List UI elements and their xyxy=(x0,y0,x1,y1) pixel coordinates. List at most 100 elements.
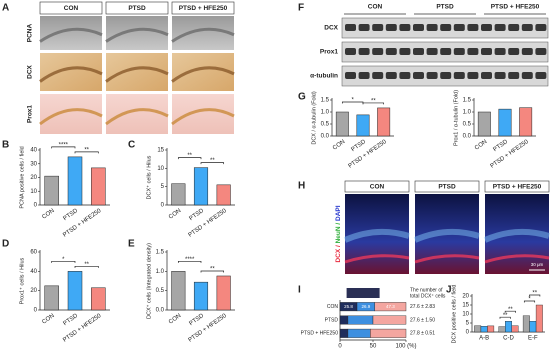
y-tick-label: 20 xyxy=(462,294,469,300)
bar xyxy=(511,325,519,333)
bar xyxy=(519,107,533,137)
x-tick-label: PTSD xyxy=(492,139,509,153)
bar xyxy=(91,167,106,206)
dcx-layer xyxy=(484,254,550,264)
bar xyxy=(44,285,59,311)
x-tick-label: CON xyxy=(168,208,182,221)
row-label: α-tubulin xyxy=(310,73,338,80)
bar xyxy=(377,107,391,137)
x-tick-label: PTSD + HFE250 xyxy=(490,139,531,170)
significance-bracket xyxy=(51,260,76,263)
x-tick-label: CON xyxy=(168,313,182,326)
significance-bracket xyxy=(499,316,511,319)
blot-band xyxy=(521,72,533,79)
y-tick-label: 5 xyxy=(161,184,165,190)
significance-bracket xyxy=(177,157,202,160)
panel-letter: C xyxy=(128,140,135,151)
y-tick-label: 10 xyxy=(462,312,469,318)
blot-band xyxy=(345,24,356,31)
chart: I 0 50 100 (%) CON 25.8 26.9 47.3 27.6 ± 2.83 PTS… xyxy=(298,285,446,350)
x-tick-label: C-D xyxy=(503,336,514,342)
significance-label: ** xyxy=(532,291,537,297)
blot-band xyxy=(385,48,397,55)
y-tick-label: 0 xyxy=(34,203,38,209)
column-header-box xyxy=(105,1,169,15)
bar xyxy=(498,326,506,333)
blot-band xyxy=(481,48,492,55)
cell-layer xyxy=(39,66,103,83)
significance-bracket xyxy=(200,162,225,165)
bar xyxy=(193,281,209,311)
y-tick-label: 10 xyxy=(30,189,37,195)
bar xyxy=(216,275,231,311)
y-tick-label: 5 xyxy=(466,321,470,327)
column-header: PTSD + HFE250 xyxy=(179,5,228,12)
blot-band xyxy=(426,24,438,31)
bar xyxy=(91,287,106,311)
cell-layer xyxy=(105,27,169,43)
blot-band xyxy=(440,24,452,31)
y-tick-label: 0.5 xyxy=(463,122,472,128)
blot-band xyxy=(413,48,424,55)
bar xyxy=(474,325,482,333)
value-label: 47.3 xyxy=(386,304,395,309)
x-tick-label: CON xyxy=(41,208,55,221)
y-axis-label: DCX positive cells / field xyxy=(451,285,457,344)
column-header: CON xyxy=(368,4,383,11)
bar xyxy=(535,304,543,333)
cell-layer xyxy=(171,108,235,126)
micrograph xyxy=(172,94,234,134)
blot-band xyxy=(535,48,547,55)
cell-layer xyxy=(171,66,235,83)
column-header: PTSD xyxy=(128,5,146,12)
micrograph xyxy=(106,53,168,91)
x-tick-label: 100 (%) xyxy=(395,344,416,350)
bar-segment xyxy=(347,315,374,325)
neuron-layer xyxy=(483,228,550,243)
x-tick-label: CON xyxy=(332,139,346,152)
blot-band xyxy=(508,48,520,55)
bar-segment xyxy=(372,315,407,325)
cell-layer xyxy=(39,27,103,43)
blot-band xyxy=(358,48,370,55)
y-tick-label: 20 xyxy=(30,288,37,294)
bar-segment xyxy=(370,328,407,338)
significance-label: * xyxy=(528,297,531,303)
bar xyxy=(44,175,59,206)
blot-band xyxy=(508,24,520,31)
x-tick-label: CON xyxy=(474,139,488,152)
micrograph xyxy=(172,53,234,91)
blot-band xyxy=(521,24,533,31)
micrograph xyxy=(40,16,102,50)
cell-layer xyxy=(171,27,235,43)
significance-bracket xyxy=(51,146,76,149)
blot-band xyxy=(453,48,465,55)
significance-bracket xyxy=(74,151,99,154)
blot-band xyxy=(521,48,533,55)
neuron-layer xyxy=(413,228,480,243)
significance-bracket xyxy=(504,310,516,313)
column-header: CON xyxy=(64,5,79,12)
bar-segment xyxy=(339,315,349,325)
significance-label: * xyxy=(351,98,354,104)
row-label: Prox1 xyxy=(27,105,34,123)
significance-label: **** xyxy=(185,257,195,263)
y-tick-label: 1.0 xyxy=(156,269,165,275)
bar xyxy=(171,183,186,206)
blot-band xyxy=(453,72,465,79)
blot-band xyxy=(358,24,370,31)
x-tick-label: PTSD + HFE250 xyxy=(188,313,229,344)
y-axis-label: Prox1⁺ cells / Hilus xyxy=(18,257,25,304)
cell-layer xyxy=(105,108,169,126)
x-tick-label: CON xyxy=(41,313,55,326)
blot-band xyxy=(399,24,411,31)
total-label: 27.6 ± 1.50 xyxy=(410,317,435,323)
significance-bracket xyxy=(523,300,536,303)
y-tick-label: 0 xyxy=(466,330,470,336)
x-tick-label: PTSD xyxy=(350,139,367,153)
bar xyxy=(193,167,209,206)
bar xyxy=(529,321,537,333)
panel-a: A CON PTSD PTSD + HFE250 PCNA DCX Prox1 xyxy=(2,1,235,134)
